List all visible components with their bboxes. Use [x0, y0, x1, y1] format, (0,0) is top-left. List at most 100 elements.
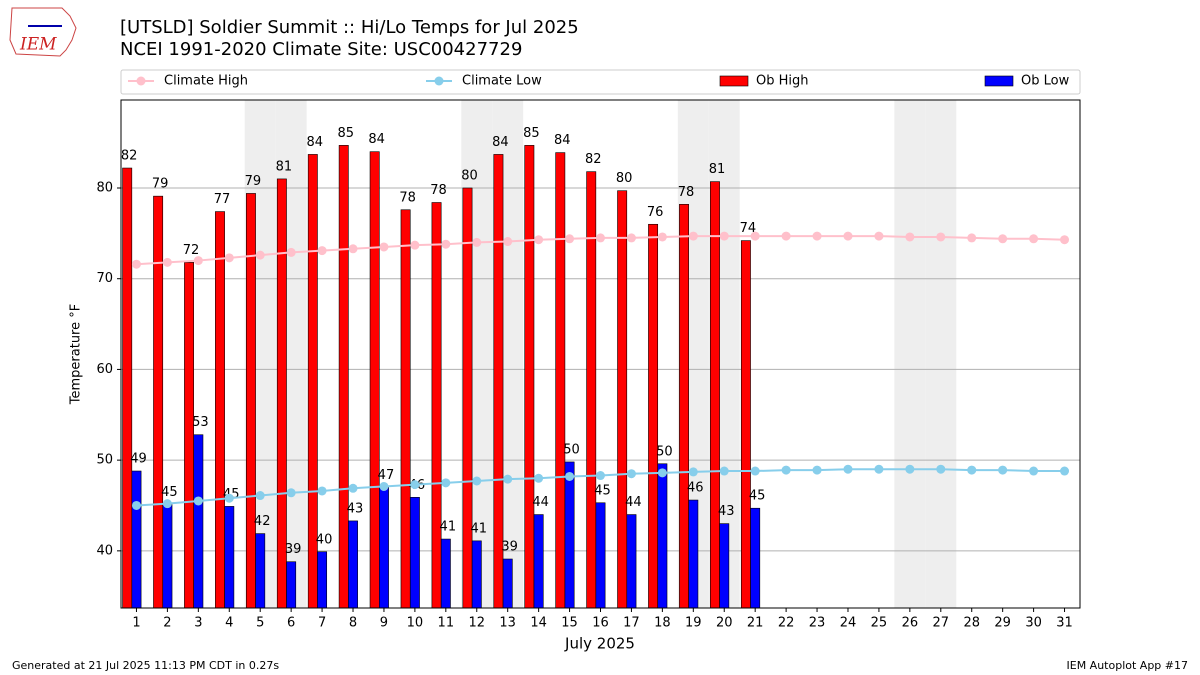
chart-subtitle: NCEI 1991-2020 Climate Site: USC00427729 [120, 39, 522, 60]
point [657, 232, 667, 242]
data-label: 82 [585, 152, 602, 167]
point [1029, 466, 1039, 476]
point [534, 235, 544, 245]
x-tick-label: 11 [438, 616, 455, 631]
footer-right: IEM Autoplot App #17 [1067, 659, 1189, 672]
point [874, 464, 884, 474]
point [750, 466, 760, 476]
data-label: 45 [594, 483, 611, 498]
x-tick-label: 17 [623, 616, 640, 631]
x-tick-label: 24 [840, 616, 857, 631]
point [410, 240, 420, 250]
bar [317, 551, 328, 609]
bar [564, 461, 575, 609]
bar [348, 520, 358, 609]
bar [162, 504, 173, 609]
point [657, 468, 667, 478]
data-label: 84 [368, 132, 385, 147]
bar [679, 204, 689, 609]
point [317, 246, 327, 256]
bar [153, 195, 164, 609]
bar [502, 558, 513, 609]
data-label: 45 [161, 485, 178, 500]
data-label: 79 [152, 177, 169, 192]
point [224, 253, 234, 263]
point [843, 231, 853, 241]
data-label: 45 [749, 489, 766, 504]
point [781, 231, 791, 241]
point [131, 500, 141, 510]
point [286, 247, 296, 257]
data-label: 39 [285, 542, 302, 557]
bar [710, 181, 720, 609]
point [472, 476, 482, 486]
data-label: 84 [307, 135, 324, 150]
point [534, 473, 544, 483]
point [998, 465, 1008, 475]
data-label: 78 [430, 183, 447, 198]
bar [184, 262, 194, 609]
legend-label: Ob Low [1021, 74, 1070, 89]
bar [400, 209, 411, 609]
point [874, 231, 884, 241]
x-tick-label: 14 [530, 616, 547, 631]
bar [462, 187, 473, 609]
point [503, 474, 513, 484]
point [224, 493, 234, 503]
legend-swatch [719, 75, 749, 87]
point [626, 233, 636, 243]
point [936, 232, 946, 242]
point [812, 231, 822, 241]
x-tick-label: 12 [468, 616, 485, 631]
point [1060, 466, 1070, 476]
point [750, 231, 760, 241]
x-tick-label: 1 [132, 616, 140, 631]
legend-swatch [984, 75, 1014, 87]
point [193, 496, 203, 506]
x-tick-label: 19 [685, 616, 702, 631]
point [255, 250, 265, 260]
data-label: 44 [625, 495, 642, 510]
point [998, 234, 1008, 244]
x-tick-label: 20 [716, 616, 733, 631]
point [317, 486, 327, 496]
point [441, 239, 451, 249]
x-tick-label: 23 [809, 616, 826, 631]
x-tick-label: 15 [561, 616, 578, 631]
x-tick-label: 22 [778, 616, 795, 631]
data-label: 85 [337, 126, 354, 141]
point [688, 231, 698, 241]
bar [688, 499, 699, 609]
point [596, 233, 605, 243]
x-axis-label: July 2025 [564, 635, 635, 653]
data-label: 78 [678, 185, 695, 200]
data-label: 41 [440, 520, 457, 535]
data-label: 79 [245, 174, 262, 189]
point [596, 471, 605, 481]
point [379, 481, 389, 491]
bar [555, 152, 566, 609]
point [967, 233, 977, 243]
data-label: 84 [554, 133, 571, 148]
x-tick-label: 5 [256, 616, 264, 631]
point [131, 259, 141, 269]
point [441, 478, 451, 488]
weekend-shade [894, 100, 926, 608]
x-tick-label: 16 [592, 616, 609, 631]
data-label: 49 [130, 452, 147, 467]
bar [626, 514, 637, 609]
bar [524, 145, 535, 609]
legend-swatch [434, 76, 444, 86]
point [503, 237, 513, 247]
x-tick-label: 6 [287, 616, 295, 631]
bar [338, 145, 349, 609]
logo: IEM [9, 7, 77, 57]
bar [533, 514, 544, 609]
data-label: 47 [378, 468, 395, 483]
bar [131, 470, 142, 609]
point [1060, 235, 1070, 245]
bar [369, 151, 380, 609]
x-tick-label: 21 [747, 616, 764, 631]
point [255, 491, 265, 501]
point [688, 467, 698, 477]
